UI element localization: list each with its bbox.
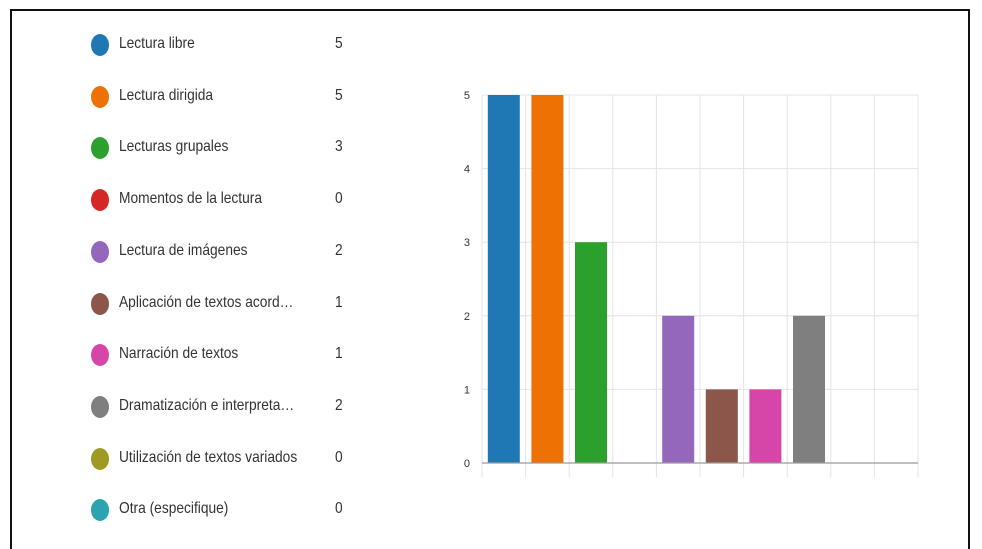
legend-item: Utilización de textos variados 0 — [12, 444, 372, 474]
legend-item: Dramatización e interpretació... 2 — [12, 392, 372, 422]
bar — [705, 389, 738, 463]
legend-count: 0 — [335, 190, 343, 208]
legend-swatch — [91, 240, 109, 263]
legend-item: Lecturas grupales 3 — [12, 133, 372, 163]
bar — [487, 95, 520, 463]
y-tick-label: 4 — [464, 164, 470, 176]
legend-swatch — [91, 344, 109, 367]
legend-count: 1 — [335, 293, 343, 311]
legend-swatch — [91, 34, 109, 56]
y-tick-label: 0 — [464, 458, 470, 470]
y-tick-label: 1 — [464, 384, 470, 396]
legend-item: Lectura dirigida 5 — [12, 82, 372, 112]
legend-item: Lectura de imágenes 2 — [12, 237, 372, 267]
chart-frame: Lectura libre 5 Lectura dirigida 5 Lecturas … — [10, 9, 970, 549]
y-tick-label: 3 — [464, 237, 470, 249]
bar — [531, 95, 564, 463]
legend-item: Narración de textos 1 — [12, 340, 372, 370]
legend-count: 1 — [335, 345, 343, 363]
chart-legend: Lectura libre 5 Lectura dirigida 5 Lecturas … — [12, 11, 372, 541]
legend-swatch — [91, 395, 109, 418]
legend-item: Aplicación de textos acordes a... 1 — [12, 289, 372, 319]
bar-chart: 0 1 2 3 4 5 — [464, 90, 919, 477]
legend-swatch — [91, 292, 109, 315]
legend-count: 5 — [335, 86, 343, 104]
legend-swatch — [91, 85, 109, 108]
axes: 0 1 2 3 4 5 — [464, 90, 918, 470]
legend-item: Otra (especifique) 0 — [12, 495, 372, 525]
legend-swatch — [91, 189, 109, 212]
legend-count: 0 — [335, 500, 343, 518]
legend-swatch — [91, 499, 109, 522]
legend-item: Lectura libre 5 — [12, 30, 372, 60]
y-tick-label: 2 — [464, 311, 470, 323]
bars — [487, 95, 825, 463]
bar — [749, 389, 782, 463]
legend-item: Momentos de la lectura 0 — [12, 185, 372, 215]
legend-count: 2 — [335, 396, 343, 414]
bar — [575, 242, 607, 463]
legend-count: 5 — [335, 35, 343, 52]
legend-count: 0 — [335, 448, 343, 466]
legend-swatch — [91, 447, 109, 470]
bar — [793, 315, 825, 463]
legend-swatch — [91, 137, 109, 160]
legend-count: 2 — [335, 241, 343, 259]
y-tick-label: 5 — [464, 90, 470, 102]
legend-count: 3 — [335, 138, 343, 156]
bar — [662, 315, 695, 463]
